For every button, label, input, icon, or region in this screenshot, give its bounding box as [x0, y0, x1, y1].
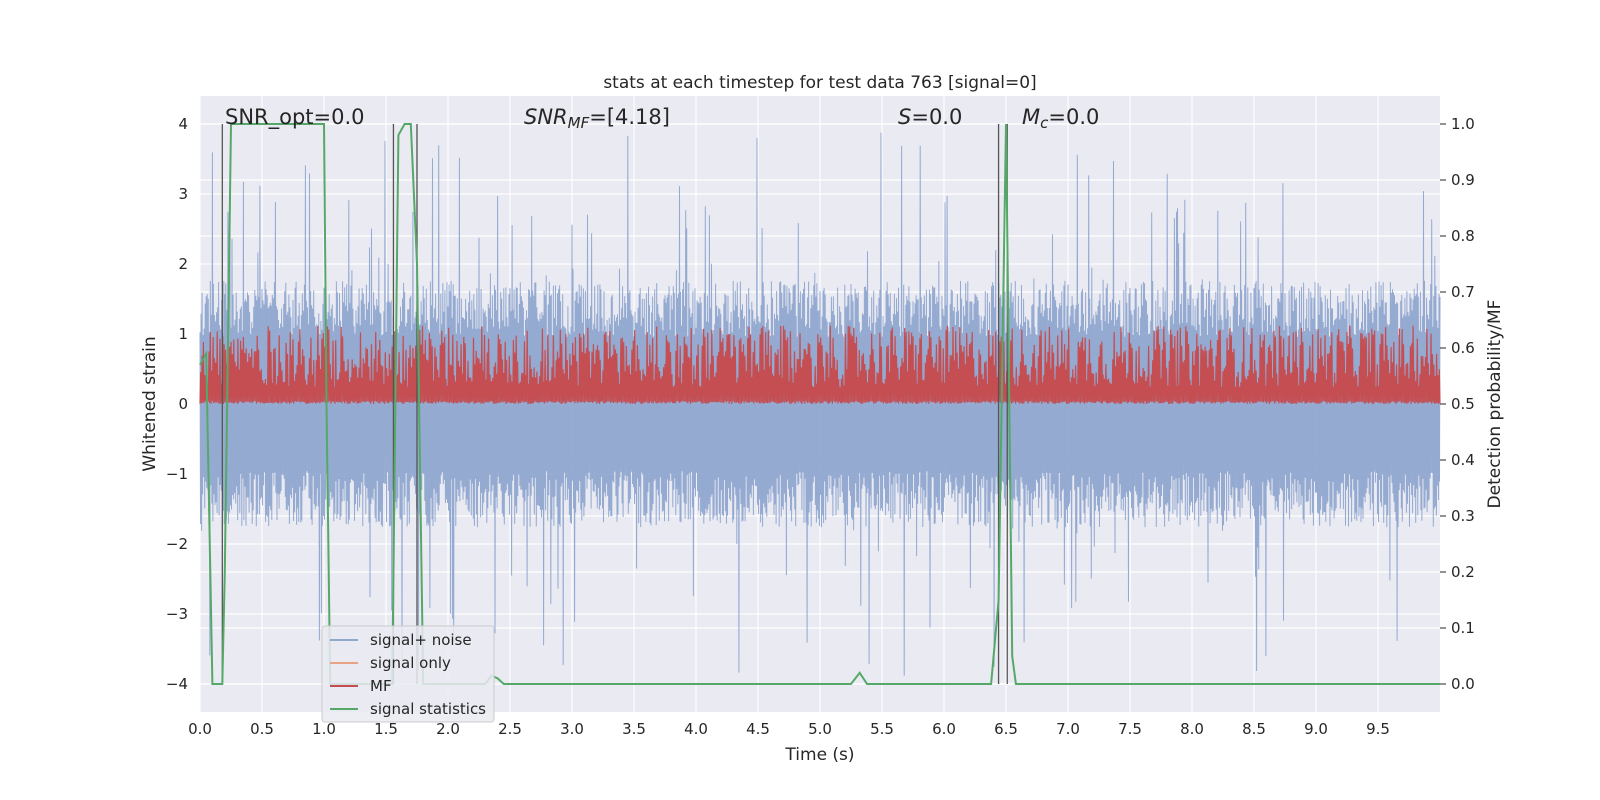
x-tick-label: 5.0: [808, 720, 832, 738]
annotation-snr-mf-sub: MF: [568, 114, 590, 132]
y2-tick-label: 0.5: [1451, 395, 1475, 413]
signal-statistics-line: [199, 123, 1440, 685]
annotation-snr-mf: SNRMF=[4.18]: [524, 105, 670, 132]
y2-tick-label: 0.7: [1451, 283, 1475, 301]
mf-series: [199, 325, 1441, 405]
y2-tick-label: 0.6: [1451, 339, 1475, 357]
y-tick-label: −2: [166, 535, 188, 553]
mf-line: [199, 325, 1441, 405]
x-tick-label: 1.0: [312, 720, 336, 738]
signal-noise-line: [199, 132, 1441, 676]
y-ticks: −4 −3 −2 −1 0 1 2 3 4: [166, 115, 188, 693]
annotation-snr-opt: SNR_opt=0.0: [225, 105, 365, 130]
legend: signal+ noise signal only MF signal stat…: [321, 625, 495, 723]
legend-label-signal-noise: signal+ noise: [370, 631, 472, 649]
annotation-mc-main: M: [1022, 105, 1040, 129]
y2-axis-label: Detection probability/MF: [1485, 300, 1505, 509]
x-tick-label: 0.5: [250, 720, 274, 738]
x-tick-label: 4.0: [684, 720, 708, 738]
annotation-s-value: =0.0: [911, 105, 962, 129]
x-tick-label: 6.0: [932, 720, 956, 738]
y2-tick-label: 0.8: [1451, 227, 1475, 245]
y2-tick-label: 0.0: [1451, 675, 1475, 693]
y-tick-label: 2: [178, 255, 188, 273]
legend-label-signal-only: signal only: [370, 654, 451, 672]
y-axis-label: Whitened strain: [140, 336, 160, 471]
annotation-mc-sub: c: [1040, 114, 1049, 132]
x-tick-label: 9.5: [1366, 720, 1390, 738]
y-tick-label: 1: [178, 325, 188, 343]
x-tick-label: 4.5: [746, 720, 770, 738]
x-tick-label: 9.0: [1304, 720, 1328, 738]
annotation-snr-mf-value: =[4.18]: [589, 105, 670, 129]
x-tick-label: 3.0: [560, 720, 584, 738]
x-tick-label: 8.0: [1180, 720, 1204, 738]
y2-tick-label: 0.9: [1451, 171, 1475, 189]
x-tick-label: 1.5: [374, 720, 398, 738]
x-tick-label: 0.0: [188, 720, 212, 738]
y2-tick-label: 0.3: [1451, 507, 1475, 525]
x-tick-label: 7.5: [1118, 720, 1142, 738]
chart-title: stats at each timestep for test data 763…: [603, 73, 1036, 93]
x-axis-label: Time (s): [784, 745, 854, 765]
legend-box: [321, 625, 495, 723]
y-tick-label: −4: [166, 675, 188, 693]
y-tick-label: 0: [178, 395, 188, 413]
y2-ticks: 0.0 0.1 0.2 0.3 0.4 0.5 0.6 0.7 0.8 0.9 1.0: [1440, 115, 1475, 693]
y2-tick-label: 0.2: [1451, 563, 1475, 581]
y-tick-label: 3: [178, 185, 188, 203]
legend-label-mf: MF: [370, 677, 392, 695]
y-tick-label: 4: [178, 115, 188, 133]
x-tick-label: 3.5: [622, 720, 646, 738]
y2-tick-label: 0.1: [1451, 619, 1475, 637]
x-tick-label: 6.5: [994, 720, 1018, 738]
legend-label-signal-statistics: signal statistics: [370, 700, 486, 718]
annotation-s: S=0.0: [898, 105, 962, 129]
x-tick-label: 5.5: [870, 720, 894, 738]
x-tick-label: 2.5: [498, 720, 522, 738]
y-tick-label: −1: [166, 465, 188, 483]
x-ticks: 0.0 0.5 1.0 1.5 2.0 2.5 3.0 3.5 4.0 4.5 5.0 5.5 6.0 6…: [188, 720, 1390, 738]
x-tick-label: 7.0: [1056, 720, 1080, 738]
signal-statistics-series: [199, 123, 1440, 685]
x-tick-label: 2.0: [436, 720, 460, 738]
annotation-s-main: S: [898, 105, 911, 129]
y-tick-label: −3: [166, 605, 188, 623]
annotation-snr-mf-main: SNR: [524, 105, 568, 129]
annotation-mc-value: =0.0: [1048, 105, 1099, 129]
y2-tick-label: 0.4: [1451, 451, 1475, 469]
y2-tick-label: 1.0: [1451, 115, 1475, 133]
annotation-mc: Mc=0.0: [1022, 105, 1099, 132]
x-tick-label: 8.5: [1242, 720, 1266, 738]
signal-noise-series: [199, 132, 1441, 676]
